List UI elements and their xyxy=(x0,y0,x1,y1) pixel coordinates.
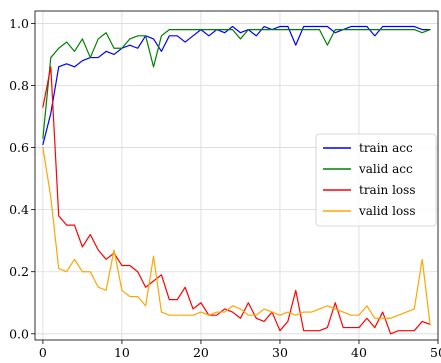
x-tick-label: 0 xyxy=(39,345,47,360)
y-tick-label: 0.8 xyxy=(9,78,29,93)
x-tick-label: 50 xyxy=(430,345,441,360)
valid-loss-legend-label: valid loss xyxy=(358,204,415,218)
valid-acc-legend-label: valid acc xyxy=(358,162,413,176)
y-tick-label: 0.6 xyxy=(9,140,29,155)
train-loss-legend-label: train loss xyxy=(359,183,415,197)
train-loss-line xyxy=(42,66,431,335)
x-tick-label: 20 xyxy=(193,345,209,360)
x-tick-label: 40 xyxy=(351,345,367,360)
train-acc-legend-label: train acc xyxy=(359,141,413,155)
plot-series xyxy=(42,25,431,335)
valid-acc-line xyxy=(42,29,431,139)
train-acc-line xyxy=(42,25,431,146)
valid-loss-line xyxy=(42,146,431,326)
legend: train acc valid acc train loss valid loss xyxy=(315,133,437,227)
x-tick-label: 10 xyxy=(114,345,130,360)
y-tick-label: 0.4 xyxy=(9,202,29,217)
x-tick-label: 30 xyxy=(272,345,288,360)
y-tick-label: 1.0 xyxy=(9,16,29,31)
axis-ticks: 0 10 20 30 40 50 0.0 0.2 0.4 0.6 0.8 1.0 xyxy=(9,16,441,360)
legend-frame xyxy=(315,133,437,227)
axes-frame xyxy=(34,10,439,341)
y-tick-label: 0.2 xyxy=(9,264,29,279)
y-tick-label: 0.0 xyxy=(9,326,29,341)
